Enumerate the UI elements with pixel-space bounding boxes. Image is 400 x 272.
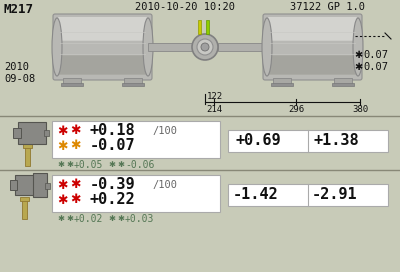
Text: ✱: ✱	[57, 179, 68, 192]
Ellipse shape	[201, 43, 209, 51]
Text: ✱: ✱	[66, 160, 73, 169]
Text: +0.69: +0.69	[236, 133, 282, 148]
Text: /100: /100	[152, 126, 177, 136]
Text: 214: 214	[206, 105, 222, 114]
Bar	[20, 197, 29, 201]
FancyBboxPatch shape	[268, 17, 357, 41]
Ellipse shape	[353, 18, 363, 76]
Text: M217: M217	[4, 3, 34, 16]
Text: ✱: ✱	[117, 214, 124, 223]
Text: -0.39: -0.39	[90, 177, 136, 192]
Text: ✱: ✱	[57, 140, 68, 153]
Text: -0.07: -0.07	[90, 138, 136, 153]
Text: +0.22: +0.22	[90, 192, 136, 207]
Ellipse shape	[143, 18, 153, 76]
Text: /100: /100	[152, 180, 177, 190]
Text: -0.06: -0.06	[125, 160, 154, 170]
Bar	[198, 20, 201, 34]
Text: ✱: ✱	[70, 178, 80, 191]
Bar	[218, 43, 270, 51]
Text: ✱: ✱	[108, 214, 115, 223]
Bar	[45, 183, 50, 189]
Bar	[148, 43, 200, 51]
Bar	[25, 146, 30, 166]
Text: 296: 296	[288, 105, 304, 114]
Text: ✱: ✱	[117, 160, 124, 169]
Bar	[13, 128, 21, 138]
Text: ✱: ✱	[70, 193, 80, 206]
Text: ✱: ✱	[70, 124, 80, 137]
Bar	[334, 78, 352, 85]
Text: 0.07: 0.07	[363, 50, 388, 60]
Bar	[33, 173, 47, 197]
Text: ✱: ✱	[354, 50, 362, 60]
Bar	[18, 122, 46, 144]
Text: 122: 122	[207, 92, 223, 101]
Text: ✱: ✱	[354, 62, 362, 72]
Bar	[61, 83, 83, 86]
Bar	[23, 144, 32, 148]
Bar	[273, 78, 291, 85]
Text: +0.03: +0.03	[125, 214, 154, 224]
Bar	[52, 175, 220, 212]
FancyBboxPatch shape	[268, 55, 357, 75]
Text: 0.07: 0.07	[363, 62, 388, 72]
Text: -2.91: -2.91	[312, 187, 358, 202]
Text: ✱: ✱	[108, 160, 115, 169]
Bar	[228, 130, 388, 152]
Ellipse shape	[262, 18, 272, 76]
Text: 37122 GP 1.0: 37122 GP 1.0	[290, 2, 365, 12]
FancyBboxPatch shape	[53, 14, 152, 80]
Text: ✱: ✱	[57, 194, 68, 207]
Text: ✱: ✱	[57, 214, 64, 223]
Bar	[206, 20, 209, 34]
Bar	[10, 180, 17, 190]
Text: ✱: ✱	[57, 125, 68, 138]
FancyBboxPatch shape	[58, 55, 147, 75]
FancyBboxPatch shape	[58, 17, 147, 41]
Bar	[52, 121, 220, 158]
Text: 2010
09-08: 2010 09-08	[4, 62, 35, 84]
Text: +0.18: +0.18	[90, 123, 136, 138]
Text: ✱: ✱	[57, 160, 64, 169]
Bar	[22, 199, 27, 219]
Text: +1.38: +1.38	[314, 133, 360, 148]
FancyBboxPatch shape	[263, 14, 362, 80]
Ellipse shape	[197, 39, 213, 55]
Bar	[332, 83, 354, 86]
Bar	[15, 175, 35, 195]
Text: +0.02: +0.02	[74, 214, 103, 224]
Ellipse shape	[52, 18, 62, 76]
Ellipse shape	[192, 34, 218, 60]
Text: ✱: ✱	[70, 139, 80, 152]
Text: +0.05: +0.05	[74, 160, 103, 170]
Bar	[271, 83, 293, 86]
Text: -1.42: -1.42	[233, 187, 279, 202]
Text: 2010-10-20 10:20: 2010-10-20 10:20	[135, 2, 235, 12]
Bar	[63, 78, 81, 85]
Bar	[122, 83, 144, 86]
Bar	[124, 78, 142, 85]
Text: 380: 380	[352, 105, 368, 114]
Bar	[228, 184, 388, 206]
Text: ✱: ✱	[66, 214, 73, 223]
Bar	[44, 130, 49, 136]
